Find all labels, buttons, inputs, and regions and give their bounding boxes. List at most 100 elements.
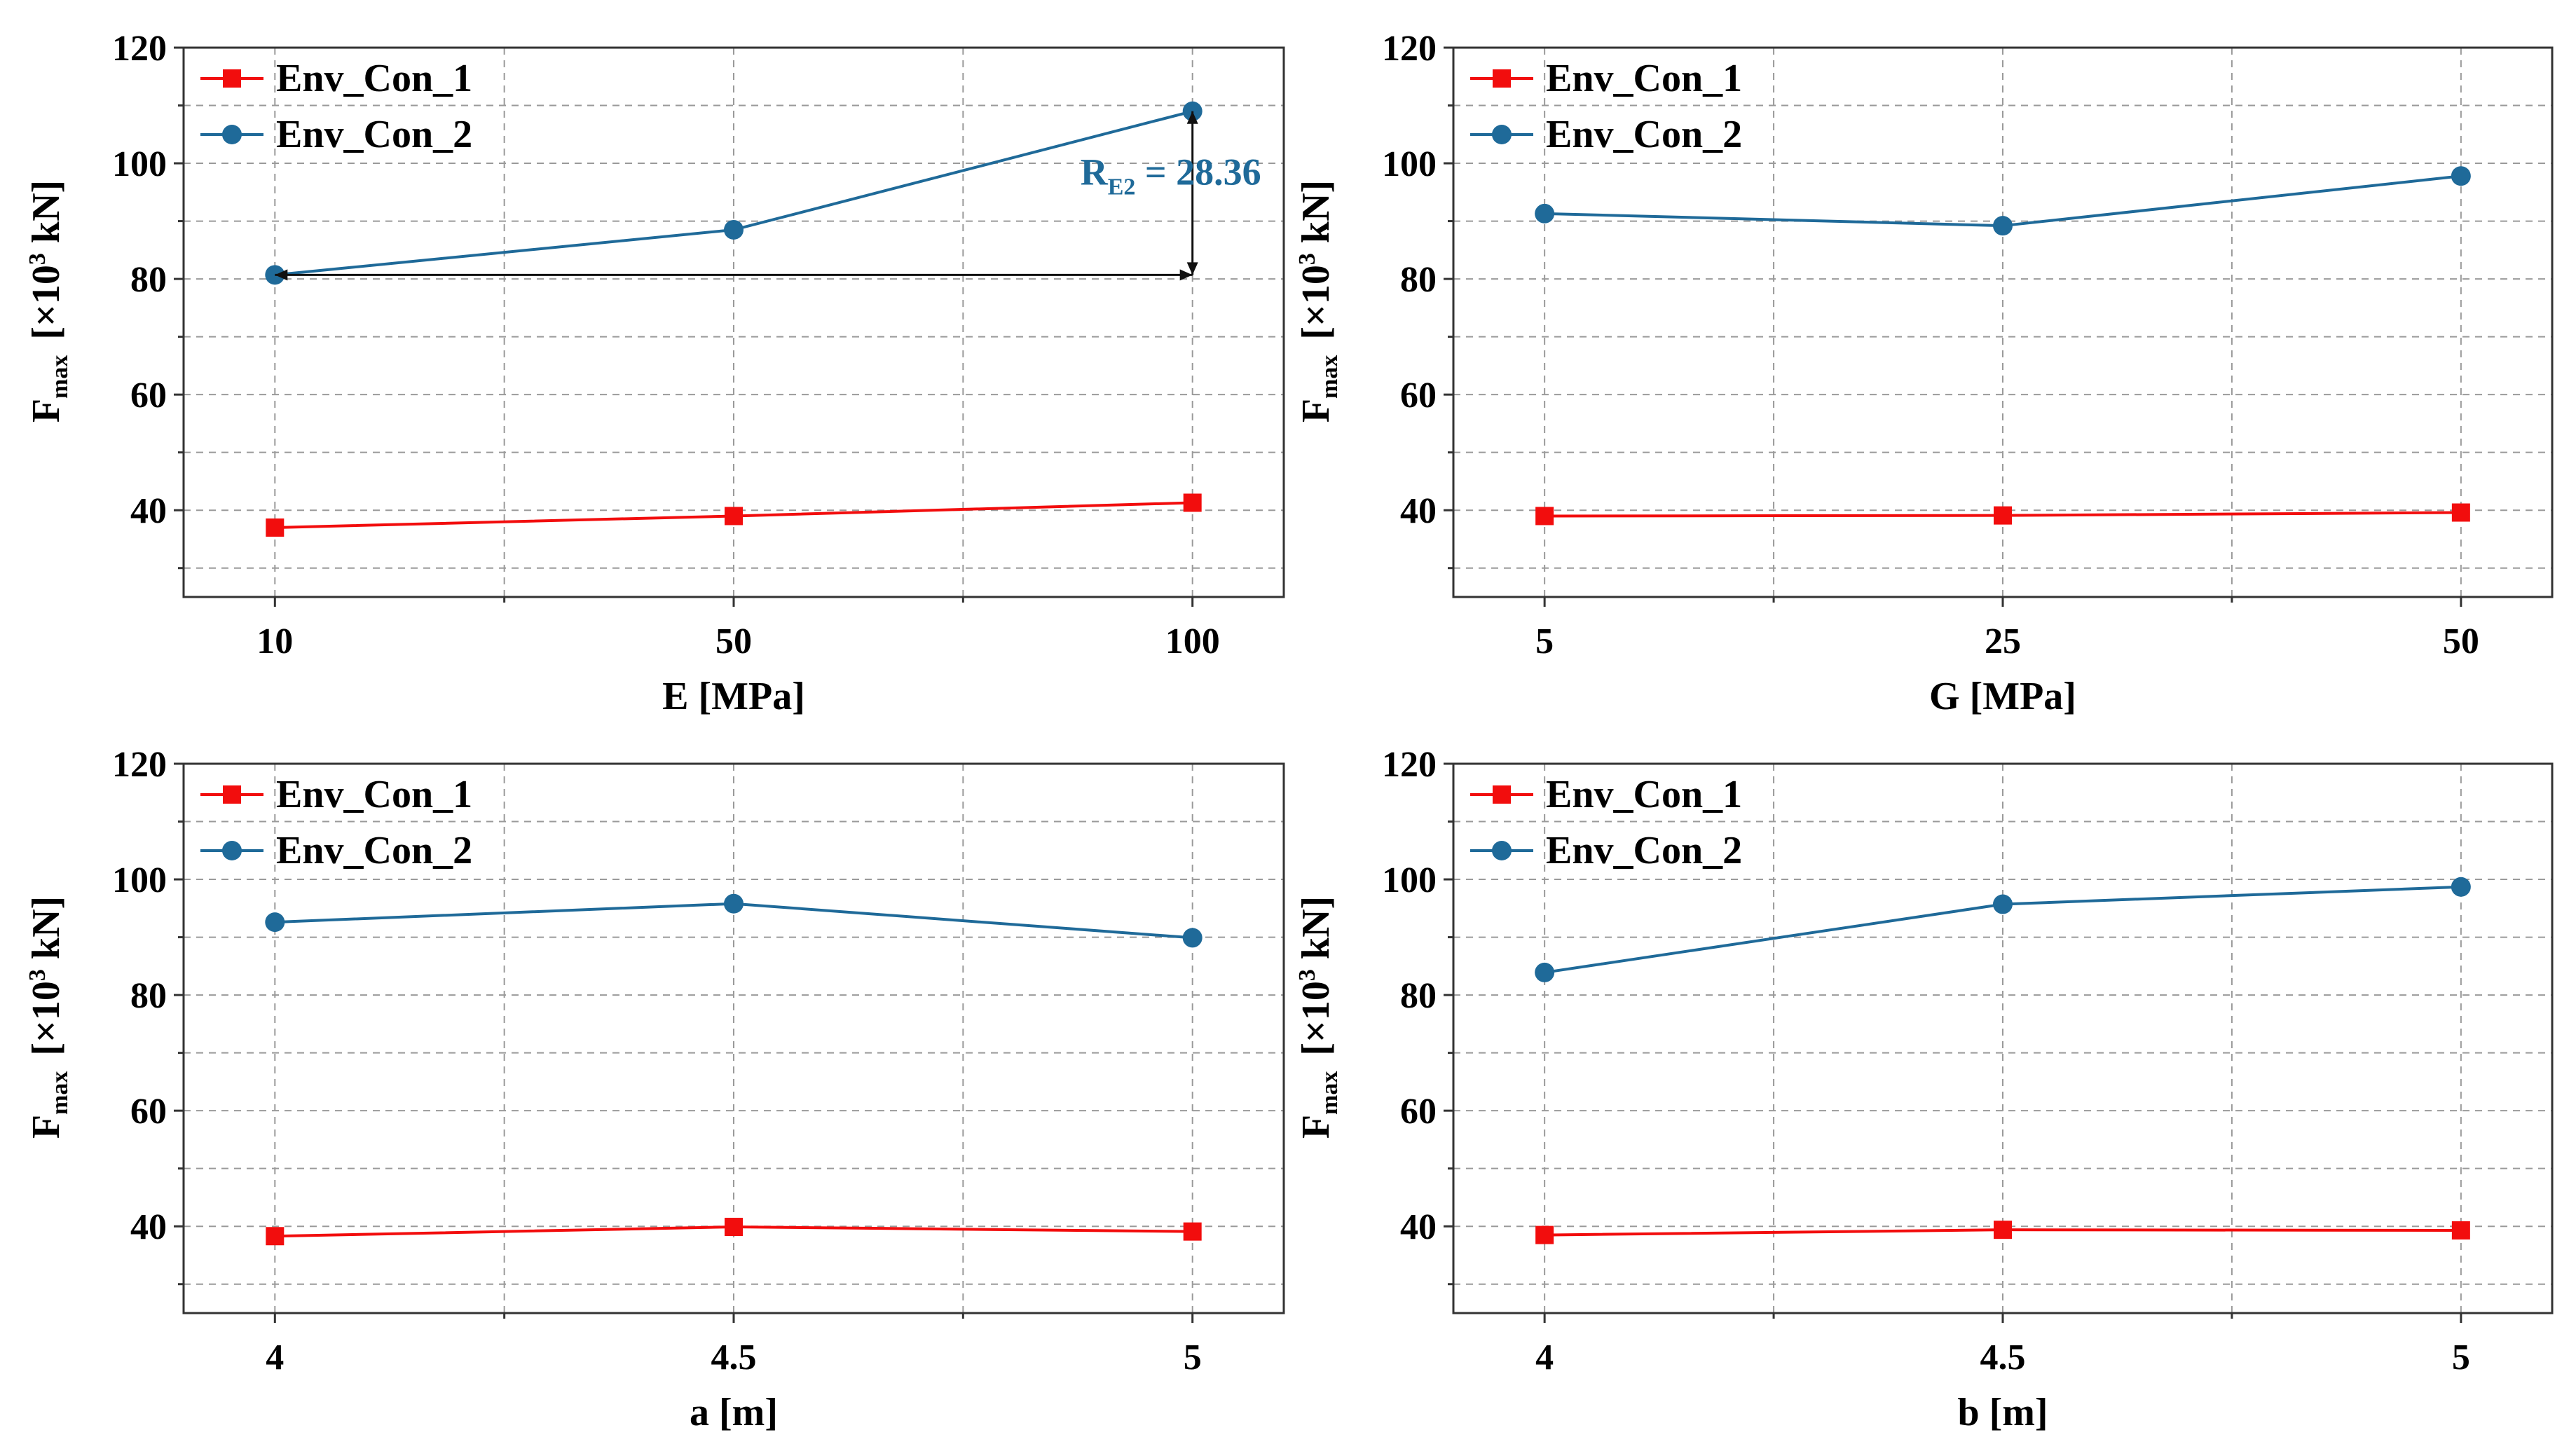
y-tick-label: 80 <box>1400 260 1437 300</box>
x-tick-label: 50 <box>2443 621 2479 661</box>
data-point-circle <box>2451 166 2471 186</box>
y-tick-label: 100 <box>112 860 167 900</box>
data-point-square <box>266 518 284 537</box>
data-point-square <box>1994 1221 2012 1239</box>
data-point-circle <box>724 894 744 914</box>
data-point-circle <box>2451 877 2471 897</box>
chart-panel-3: 40 60 80 100 120 4 4.5 5 a [m] Fmax [×103 kN] Env_C… <box>25 745 1284 1434</box>
data-point-square <box>266 1227 284 1245</box>
y-tick-label: 80 <box>130 260 167 300</box>
y-tick-label: 120 <box>1382 745 1437 785</box>
y-tick-label: 60 <box>130 376 167 415</box>
data-point-circle <box>1993 216 2013 235</box>
y-tick-label: 120 <box>112 745 167 785</box>
data-point-square <box>2452 1221 2470 1239</box>
y-label-post: kN] <box>25 896 68 969</box>
y-label-pre: [×10 <box>1294 265 1338 340</box>
y-label-sup: 3 <box>25 253 50 265</box>
y-tick-label: 40 <box>1400 491 1437 531</box>
y-label-sub: max <box>47 1071 73 1115</box>
annotation-value: = 28.36 <box>1135 151 1261 193</box>
legend-marker-circle <box>222 125 242 144</box>
x-axis-label: G [MPa] <box>1929 675 2076 718</box>
y-tick-label: 100 <box>1382 144 1437 184</box>
data-point-square <box>725 507 743 525</box>
data-point-square <box>725 1218 743 1236</box>
data-point-square <box>1184 1223 1202 1241</box>
y-label-post: kN] <box>1294 896 1338 969</box>
legend-marker-circle <box>222 841 242 860</box>
y-label-pre: [×10 <box>25 265 68 340</box>
legend-marker-square <box>223 785 241 804</box>
y-label-main: F <box>1294 399 1338 423</box>
x-tick-label: 4 <box>266 1338 284 1378</box>
chart-panel-2: 40 60 80 100 120 5 25 50 G [MPa] Fmax [×103 kN] Env… <box>1294 29 2552 718</box>
y-label-post: kN] <box>25 180 68 253</box>
data-point-circle <box>1535 204 1554 224</box>
x-axis-label: b [m] <box>1957 1391 2048 1434</box>
data-point-square <box>1994 507 2012 525</box>
y-tick-label: 60 <box>1400 1092 1437 1132</box>
legend-marker-circle <box>1492 125 1512 144</box>
annotation-arrowhead-down <box>1187 262 1198 275</box>
legend-label: Env_Con_2 <box>1546 829 1742 872</box>
legend-marker-square <box>223 69 241 88</box>
x-tick-label: 100 <box>1165 621 1220 661</box>
y-label-pre: [×10 <box>25 981 68 1056</box>
y-tick-label: 120 <box>112 29 167 69</box>
data-point-circle <box>1535 963 1554 982</box>
legend-marker-square <box>1493 69 1511 88</box>
legend-label: Env_Con_2 <box>1546 113 1742 156</box>
y-tick-label: 80 <box>1400 976 1437 1016</box>
x-tick-label: 4 <box>1535 1338 1554 1378</box>
y-label-sup: 3 <box>1294 969 1320 981</box>
y-tick-label: 80 <box>130 976 167 1016</box>
y-label-main: F <box>25 1115 68 1139</box>
y-tick-label: 60 <box>130 1092 167 1132</box>
y-tick-label: 100 <box>1382 860 1437 900</box>
legend-label: Env_Con_2 <box>276 113 472 156</box>
x-tick-label: 4.5 <box>711 1338 757 1378</box>
y-label-main: F <box>25 399 68 423</box>
y-label-post: kN] <box>1294 180 1338 253</box>
annotation-sub: E2 <box>1108 174 1136 200</box>
y-label-sub: max <box>47 355 73 399</box>
chart-panel-1: 40 60 80 100 120 10 50 100 E [MPa] Fmax [×103 kN] E… <box>25 29 1284 718</box>
y-label-pre: [×10 <box>1294 981 1338 1056</box>
data-point-square <box>2452 504 2470 522</box>
legend-marker-circle <box>1492 841 1512 860</box>
y-label-sup: 3 <box>25 969 50 981</box>
data-point-square <box>1535 1226 1554 1244</box>
legend-marker-square <box>1493 785 1511 804</box>
legend-label: Env_Con_2 <box>276 829 472 872</box>
y-axis-label: Fmax [×103 kN] <box>25 896 73 1139</box>
legend-label: Env_Con_1 <box>1546 57 1742 100</box>
y-tick-label: 120 <box>1382 29 1437 69</box>
figure-canvas: 40608010012010 50 100E [MPa]Fmax[×103 kN]E… <box>0 0 2576 1456</box>
x-axis-label: E [MPa] <box>662 675 805 718</box>
data-point-square <box>1535 507 1554 525</box>
y-tick-label: 100 <box>112 144 167 184</box>
x-axis-label: a [m] <box>690 1391 778 1434</box>
data-point-circle <box>1993 895 2013 914</box>
x-tick-label: 4.5 <box>1980 1338 2026 1378</box>
x-tick-label: 5 <box>1535 621 1554 661</box>
x-tick-label: 5 <box>2452 1338 2470 1378</box>
y-axis-label: Fmax [×103 kN] <box>1294 180 1343 423</box>
legend-label: Env_Con_1 <box>276 773 472 816</box>
chart-panel-4: 40 60 80 100 120 4 4.5 5 b [m] Fmax [×103 kN] Env_C… <box>1294 745 2552 1434</box>
data-point-circle <box>724 220 744 240</box>
legend-label: Env_Con_1 <box>1546 773 1742 816</box>
x-tick-label: 10 <box>256 621 293 661</box>
y-label-sup: 3 <box>1294 253 1320 265</box>
y-axis-label: Fmax [×103 kN] <box>1294 896 1343 1139</box>
y-tick-label: 40 <box>1400 1207 1437 1247</box>
y-axis-label: Fmax [×103 kN] <box>25 180 73 423</box>
data-point-circle <box>265 912 285 932</box>
range-annotation: RE2 = 28.36 <box>1081 151 1261 200</box>
legend-label: Env_Con_1 <box>276 57 472 100</box>
y-tick-label: 40 <box>130 1207 167 1247</box>
data-point-circle <box>1183 928 1203 947</box>
data-point-square <box>1184 493 1202 511</box>
x-tick-label: 25 <box>1985 621 2021 661</box>
